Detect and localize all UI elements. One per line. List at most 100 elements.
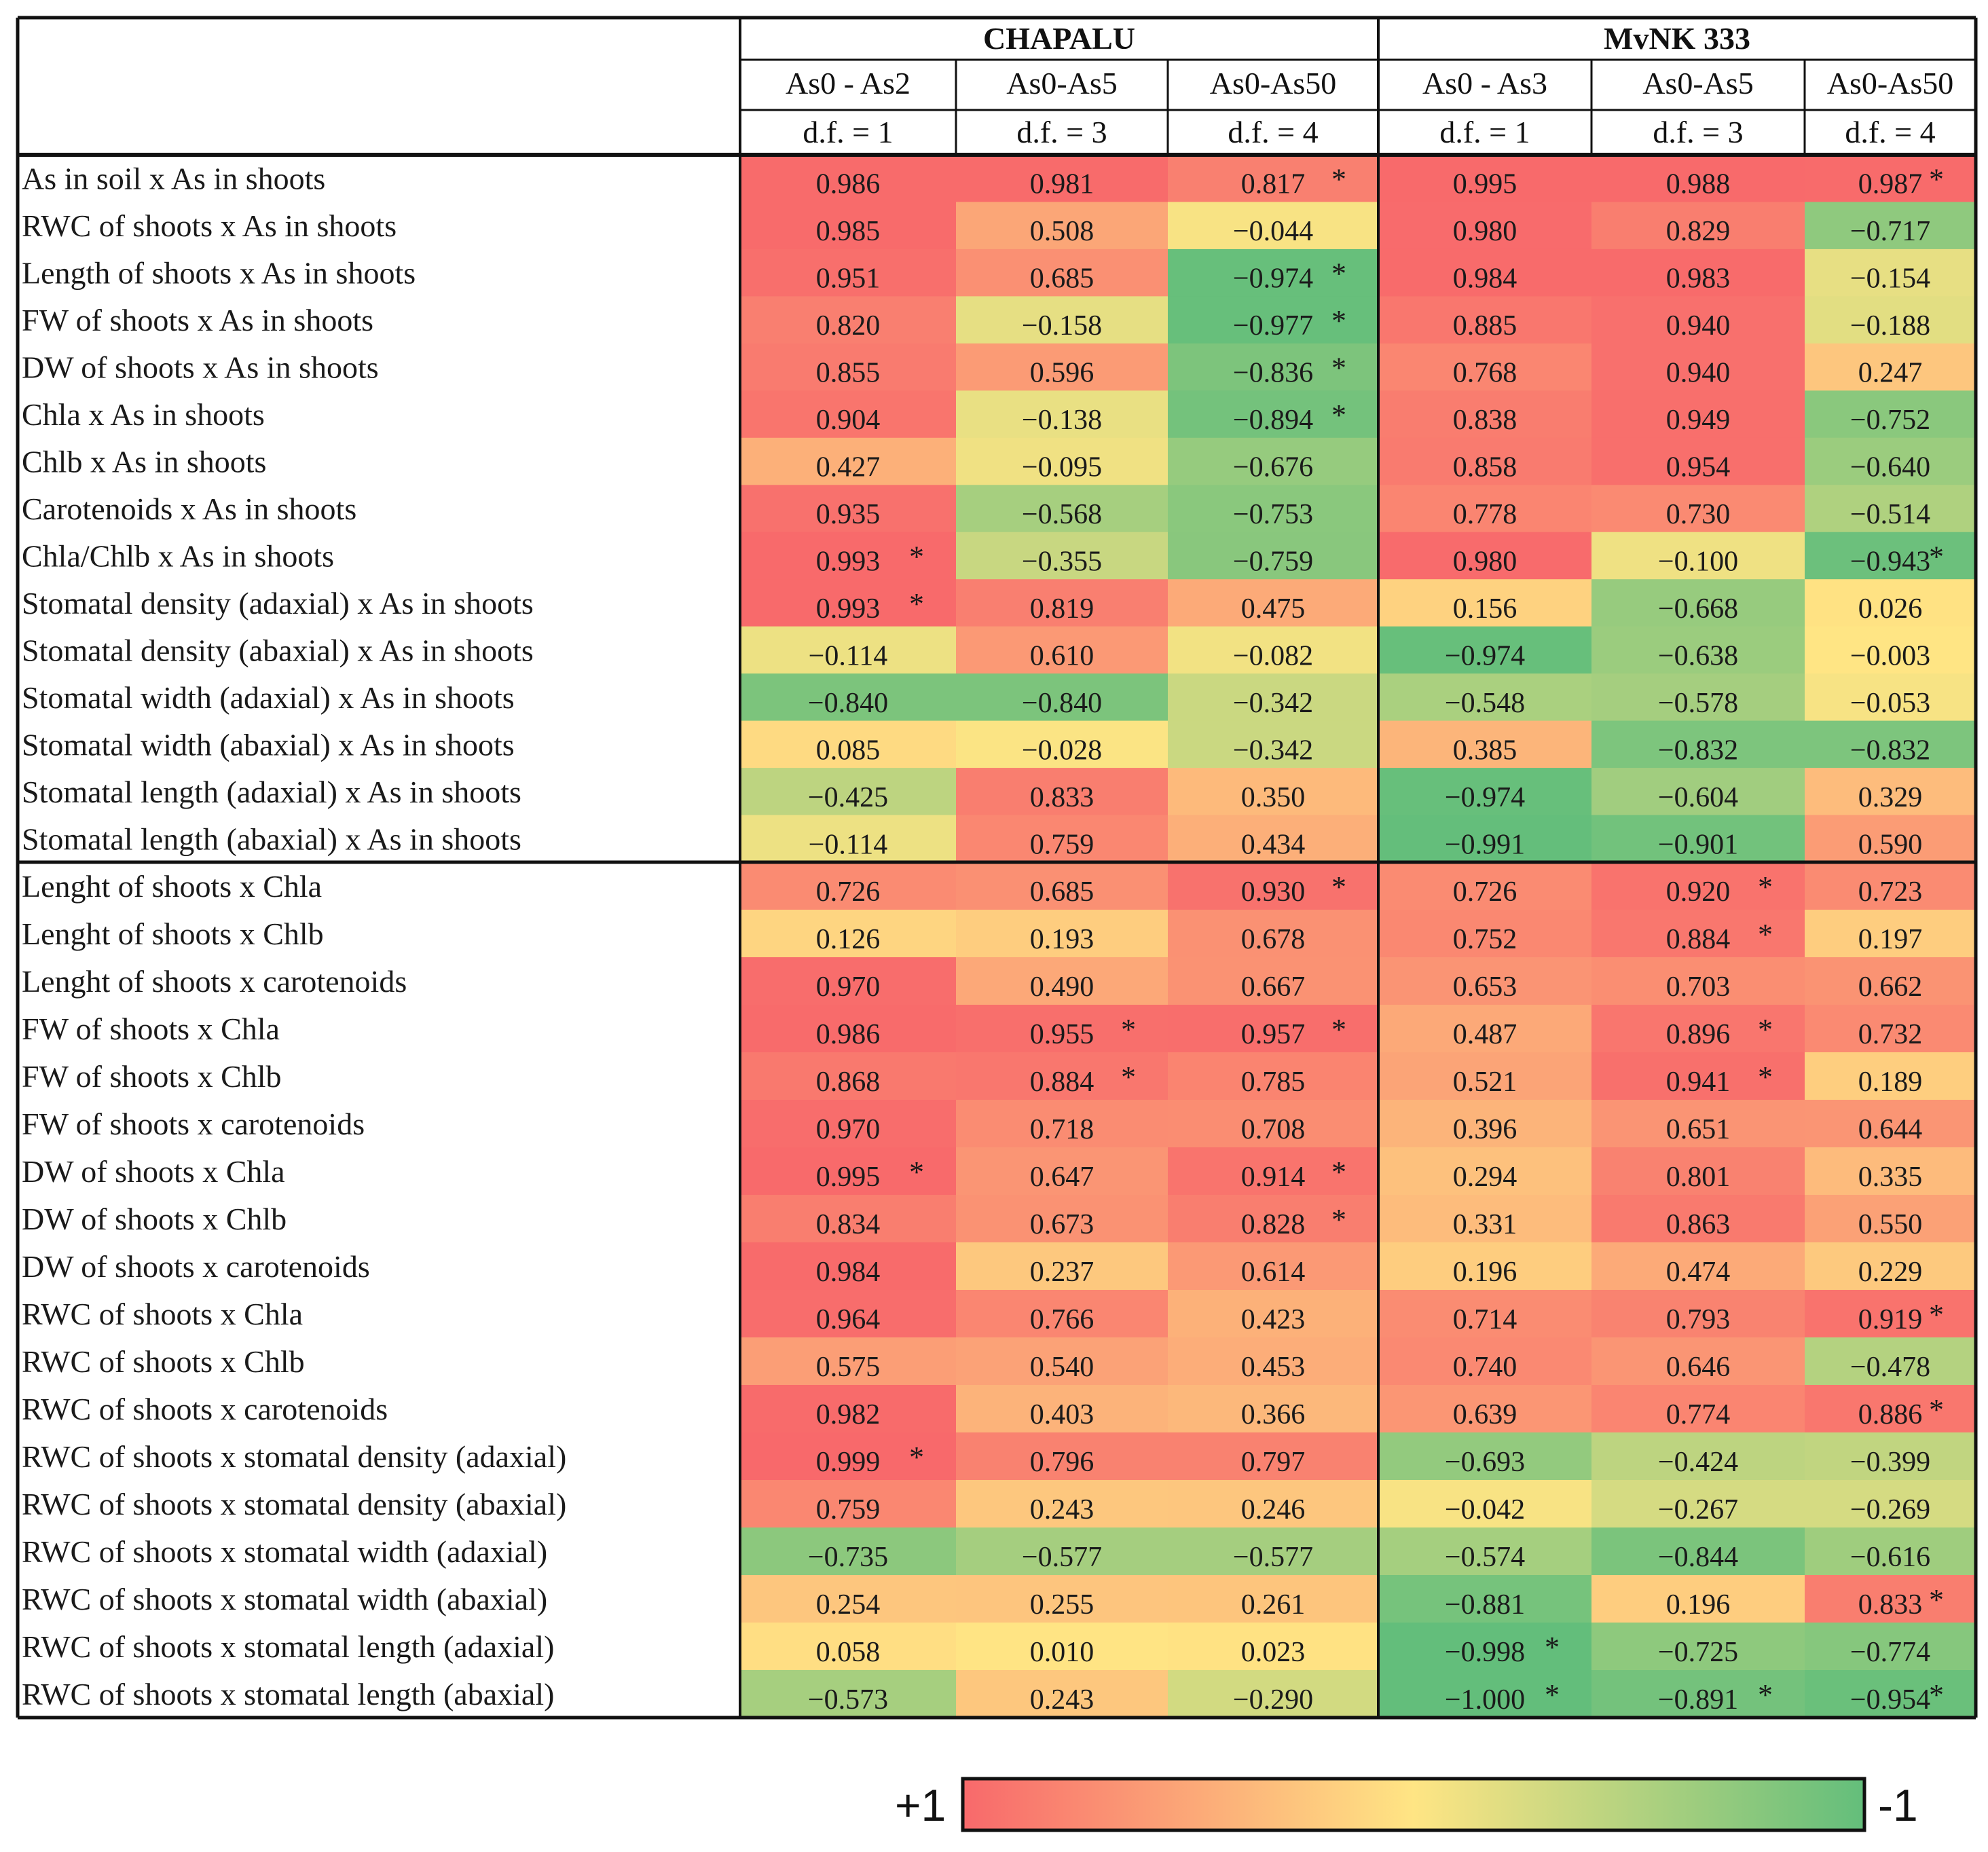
cell-value-label: −0.640 xyxy=(1850,452,1930,483)
cell-value-label: 0.766 xyxy=(1030,1304,1094,1335)
cell-value-label: 0.126 xyxy=(816,924,881,955)
cell-value-label: 0.726 xyxy=(816,876,881,908)
cell-value-label: −0.977 xyxy=(1233,310,1313,341)
cell-value-label: 0.999 xyxy=(816,1447,881,1478)
cell-value-label: −0.759 xyxy=(1233,546,1313,577)
legend-color-bar xyxy=(963,1779,1864,1830)
significance-marker: * xyxy=(1929,1678,1944,1711)
cell-value-label: −0.891 xyxy=(1658,1684,1738,1716)
significance-marker: * xyxy=(1331,257,1346,291)
cell-value-label: 0.662 xyxy=(1858,971,1923,1003)
row-label: RWC of shoots x stomatal density (adaxia… xyxy=(22,1439,566,1474)
cell-value-label: 0.521 xyxy=(1453,1067,1517,1098)
cell-value-label: 0.855 xyxy=(816,358,881,389)
row-label: FW of shoots x carotenoids xyxy=(22,1107,365,1141)
row-label: RWC of shoots x Chlb xyxy=(22,1344,305,1379)
row-label: RWC of shoots x stomatal length (adaxial… xyxy=(22,1629,554,1664)
cell-value-label: −0.717 xyxy=(1850,216,1930,247)
row-label: RWC of shoots x carotenoids xyxy=(22,1392,388,1426)
column-df-label: d.f. = 4 xyxy=(1845,115,1935,149)
cell-value-label: −0.735 xyxy=(808,1542,888,1573)
significance-marker: * xyxy=(1758,918,1773,951)
row-label: DW of shoots x Chla xyxy=(22,1154,285,1189)
row-label: DW of shoots x carotenoids xyxy=(22,1249,370,1284)
cell-value-label: 0.714 xyxy=(1453,1304,1517,1335)
cell-value-label: −0.832 xyxy=(1850,735,1930,766)
cell-value-label: −0.693 xyxy=(1445,1447,1525,1478)
cell-value-label: 0.993 xyxy=(816,593,881,625)
significance-marker: * xyxy=(1929,540,1944,573)
correlation-heatmap: As in soil x As in shoots 0.986 0.981 0.817… xyxy=(0,0,1988,1852)
cell-value-label: −0.840 xyxy=(1022,688,1102,719)
row-label: DW of shoots x As in shoots xyxy=(22,350,379,385)
significance-marker: * xyxy=(1758,1678,1773,1711)
cell-value-label: 0.785 xyxy=(1241,1067,1306,1098)
row-label: RWC of shoots x stomatal length (abaxial… xyxy=(22,1677,554,1711)
cell-value-label: −0.267 xyxy=(1658,1494,1738,1525)
cell-value-label: 0.575 xyxy=(816,1352,881,1383)
cell-value-label: 0.196 xyxy=(1453,1257,1517,1288)
cell-value-label: 0.673 xyxy=(1030,1209,1094,1240)
cell-value-label: −0.342 xyxy=(1233,688,1313,719)
cell-value-label: −0.676 xyxy=(1233,452,1313,483)
significance-marker: * xyxy=(1331,1203,1346,1236)
cell-value-label: −0.752 xyxy=(1850,405,1930,436)
cell-value-label: −0.573 xyxy=(808,1684,888,1716)
cell-value-label: 0.644 xyxy=(1858,1114,1923,1145)
significance-marker: * xyxy=(1331,163,1346,196)
cell-value-label: 0.940 xyxy=(1666,358,1731,389)
row-label: DW of shoots x Chlb xyxy=(22,1202,287,1236)
cell-value-label: 0.026 xyxy=(1858,593,1923,625)
group-header-label: CHAPALU xyxy=(983,21,1135,56)
cell-value-label: 0.983 xyxy=(1666,263,1731,295)
cell-value-label: −0.974 xyxy=(1233,263,1313,295)
cell-value-label: 0.884 xyxy=(1030,1067,1094,1098)
cell-value-label: −0.269 xyxy=(1850,1494,1930,1525)
cell-value-label: 0.197 xyxy=(1858,924,1923,955)
cell-value-label: 0.987 xyxy=(1858,169,1923,200)
cell-value-label: 0.884 xyxy=(1666,924,1731,955)
cell-value-label: 0.237 xyxy=(1030,1257,1094,1288)
cell-value-label: 0.732 xyxy=(1858,1019,1923,1050)
significance-marker: * xyxy=(1331,1155,1346,1189)
cell-value-label: 0.243 xyxy=(1030,1494,1094,1525)
legend-low-label: -1 xyxy=(1878,1783,1918,1828)
cell-value-label: 0.490 xyxy=(1030,971,1094,1003)
cell-value-label: 0.885 xyxy=(1453,310,1517,341)
significance-marker: * xyxy=(1929,1393,1944,1426)
cell-value-label: 0.970 xyxy=(816,1114,881,1145)
cell-value-label: −0.158 xyxy=(1022,310,1102,341)
cell-value-label: 0.350 xyxy=(1241,782,1306,813)
cell-value-label: 0.730 xyxy=(1666,499,1731,530)
cell-value-label: 0.294 xyxy=(1453,1162,1517,1193)
cell-value-label: 0.986 xyxy=(816,169,881,200)
cell-value-label: −0.548 xyxy=(1445,688,1525,719)
cell-value-label: 0.550 xyxy=(1858,1209,1923,1240)
cell-value-label: 0.475 xyxy=(1241,593,1306,625)
cell-value-label: 0.703 xyxy=(1666,971,1731,1003)
cell-value-label: 0.930 xyxy=(1241,876,1306,908)
cell-value-label: 0.863 xyxy=(1666,1209,1731,1240)
row-label: Stomatal length (abaxial) x As in shoots xyxy=(22,821,521,856)
significance-marker: * xyxy=(909,1155,924,1189)
cell-value-label: 0.886 xyxy=(1858,1399,1923,1430)
cell-value-label: 0.941 xyxy=(1666,1067,1731,1098)
cell-value-label: −0.998 xyxy=(1445,1637,1525,1668)
cell-value-label: 0.833 xyxy=(1030,782,1094,813)
cell-value-label: −0.753 xyxy=(1233,499,1313,530)
cell-value-label: 0.759 xyxy=(1030,829,1094,860)
cell-value-label: 0.957 xyxy=(1241,1019,1306,1050)
cell-value-label: 0.651 xyxy=(1666,1114,1731,1145)
significance-marker: * xyxy=(1929,1298,1944,1331)
row-label: RWC of shoots x stomatal width (abaxial) xyxy=(22,1582,547,1616)
cell-value-label: 0.993 xyxy=(816,546,881,577)
cell-value-label: 0.023 xyxy=(1241,1637,1306,1668)
cell-value-label: 0.261 xyxy=(1241,1589,1306,1620)
significance-marker: * xyxy=(1758,1013,1773,1046)
significance-marker: * xyxy=(1929,163,1944,196)
cell-value-label: 0.639 xyxy=(1453,1399,1517,1430)
cell-value-label: −0.881 xyxy=(1445,1589,1525,1620)
row-label: Stomatal width (abaxial) x As in shoots xyxy=(22,727,515,762)
cell-value-label: −0.478 xyxy=(1850,1352,1930,1383)
cell-value-label: −0.616 xyxy=(1850,1542,1930,1573)
